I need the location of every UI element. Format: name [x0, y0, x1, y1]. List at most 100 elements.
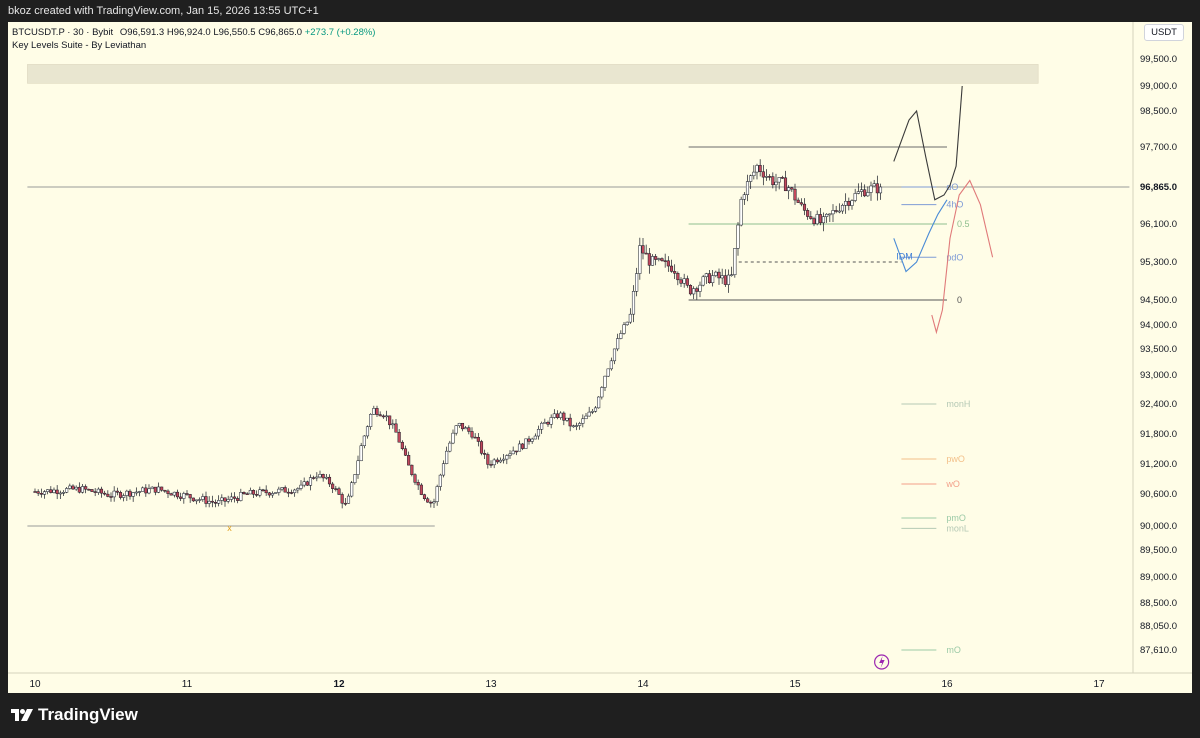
candle-body: [293, 489, 297, 494]
candle-body: [286, 491, 290, 494]
candle-body: [720, 275, 724, 279]
symbol-label[interactable]: BTCUSDT.P · 30 · Bybit: [12, 27, 114, 38]
candle-body: [742, 194, 746, 200]
time-tick-label: 15: [789, 679, 801, 690]
candle-body: [546, 422, 550, 425]
candle-body: [616, 338, 620, 350]
candle-body: [99, 488, 104, 494]
candle-body: [701, 276, 705, 286]
candle-body: [153, 486, 157, 493]
candle-body: [603, 375, 607, 388]
chart-annotation: x: [227, 523, 232, 533]
candle-body: [226, 499, 230, 502]
candle-body: [122, 495, 126, 498]
tradingview-brand[interactable]: TradingView: [10, 705, 138, 725]
candle-body: [758, 165, 762, 172]
candle-body: [87, 488, 91, 491]
candle-body: [704, 273, 708, 278]
candle-body: [141, 487, 145, 492]
currency-button[interactable]: USDT: [1144, 24, 1184, 41]
candle-body: [375, 408, 379, 415]
level-label: 0: [957, 295, 962, 305]
candle-body: [217, 500, 221, 504]
candle-body: [730, 274, 734, 276]
candle-body: [638, 245, 642, 274]
candle-body: [229, 496, 233, 500]
price-tick-label: 96,100.0: [1140, 219, 1177, 230]
candle-body: [267, 492, 271, 496]
candle-body: [175, 491, 180, 498]
candle-body: [137, 491, 142, 493]
candle-body: [194, 499, 199, 502]
candle-body: [866, 192, 870, 197]
candle-body: [847, 201, 851, 206]
price-tick-label: 94,000.0: [1140, 320, 1177, 331]
candle-body: [58, 492, 62, 495]
candle-body: [182, 493, 186, 499]
candle-body: [878, 186, 883, 194]
indicator-label[interactable]: Key Levels Suite - By Leviathan: [12, 40, 147, 51]
time-tick-label: 11: [182, 679, 193, 690]
candle-body: [859, 189, 864, 192]
candle-body: [612, 348, 617, 362]
candle-body: [755, 165, 759, 173]
candle-body: [223, 497, 227, 502]
candle-body: [837, 210, 841, 213]
candle-body: [397, 431, 401, 443]
candle-body: [65, 488, 69, 493]
candle-body: [834, 210, 838, 212]
price-tick-label: 99,000.0: [1140, 81, 1177, 92]
candle-body: [236, 498, 240, 501]
candle-body: [321, 474, 325, 479]
symbol-line: BTCUSDT.P · 30 · Bybit O96,591.3 H96,924…: [12, 26, 375, 39]
candle-body: [555, 413, 560, 418]
candle-body: [426, 498, 430, 503]
level-label: monH: [946, 399, 970, 409]
candle-body: [305, 481, 309, 486]
candle-body: [299, 484, 303, 489]
candle-body: [711, 275, 715, 284]
candle-body: [514, 450, 518, 453]
candle-body: [46, 489, 50, 492]
candle-body: [723, 275, 727, 285]
candle-body: [581, 418, 585, 424]
candle-body: [270, 493, 275, 496]
candle-body: [169, 493, 173, 496]
candle-body: [524, 438, 528, 449]
candle-body: [210, 500, 214, 503]
candle-body: [777, 177, 781, 183]
price-tick-label: 93,500.0: [1140, 344, 1177, 355]
candle-body: [258, 489, 262, 496]
candle-body: [147, 488, 151, 494]
candle-body: [717, 271, 721, 279]
candle-body: [780, 177, 784, 179]
candle-body: [245, 493, 249, 495]
candle-body: [540, 422, 544, 430]
price-tick-label: 90,000.0: [1140, 521, 1177, 532]
candle-body: [641, 245, 645, 254]
candle-body: [714, 271, 718, 276]
footer-bar: TradingView: [0, 693, 1200, 738]
candle-body: [419, 484, 423, 495]
candle-body: [806, 210, 810, 217]
candle-body: [622, 324, 626, 334]
candle-body: [207, 500, 211, 504]
candle-body: [739, 199, 743, 226]
level-label: wO: [945, 479, 960, 489]
candle-body: [530, 438, 534, 442]
candle-body: [565, 417, 569, 421]
candle-body: [673, 271, 677, 274]
price-tick-label: 94,500.0: [1140, 295, 1177, 306]
candle-body: [606, 368, 610, 377]
candle-body: [435, 486, 439, 502]
candle-body: [413, 474, 417, 483]
price-axis-bg: [1133, 22, 1192, 693]
candle-body: [625, 321, 629, 326]
candle-body: [255, 494, 259, 496]
candle-body: [479, 441, 484, 454]
candle-body: [726, 274, 731, 285]
candle-body: [179, 496, 183, 499]
chart-frame: BTCUSDT.P · 30 · Bybit O96,591.3 H96,924…: [8, 22, 1192, 693]
candle-body: [115, 490, 119, 493]
